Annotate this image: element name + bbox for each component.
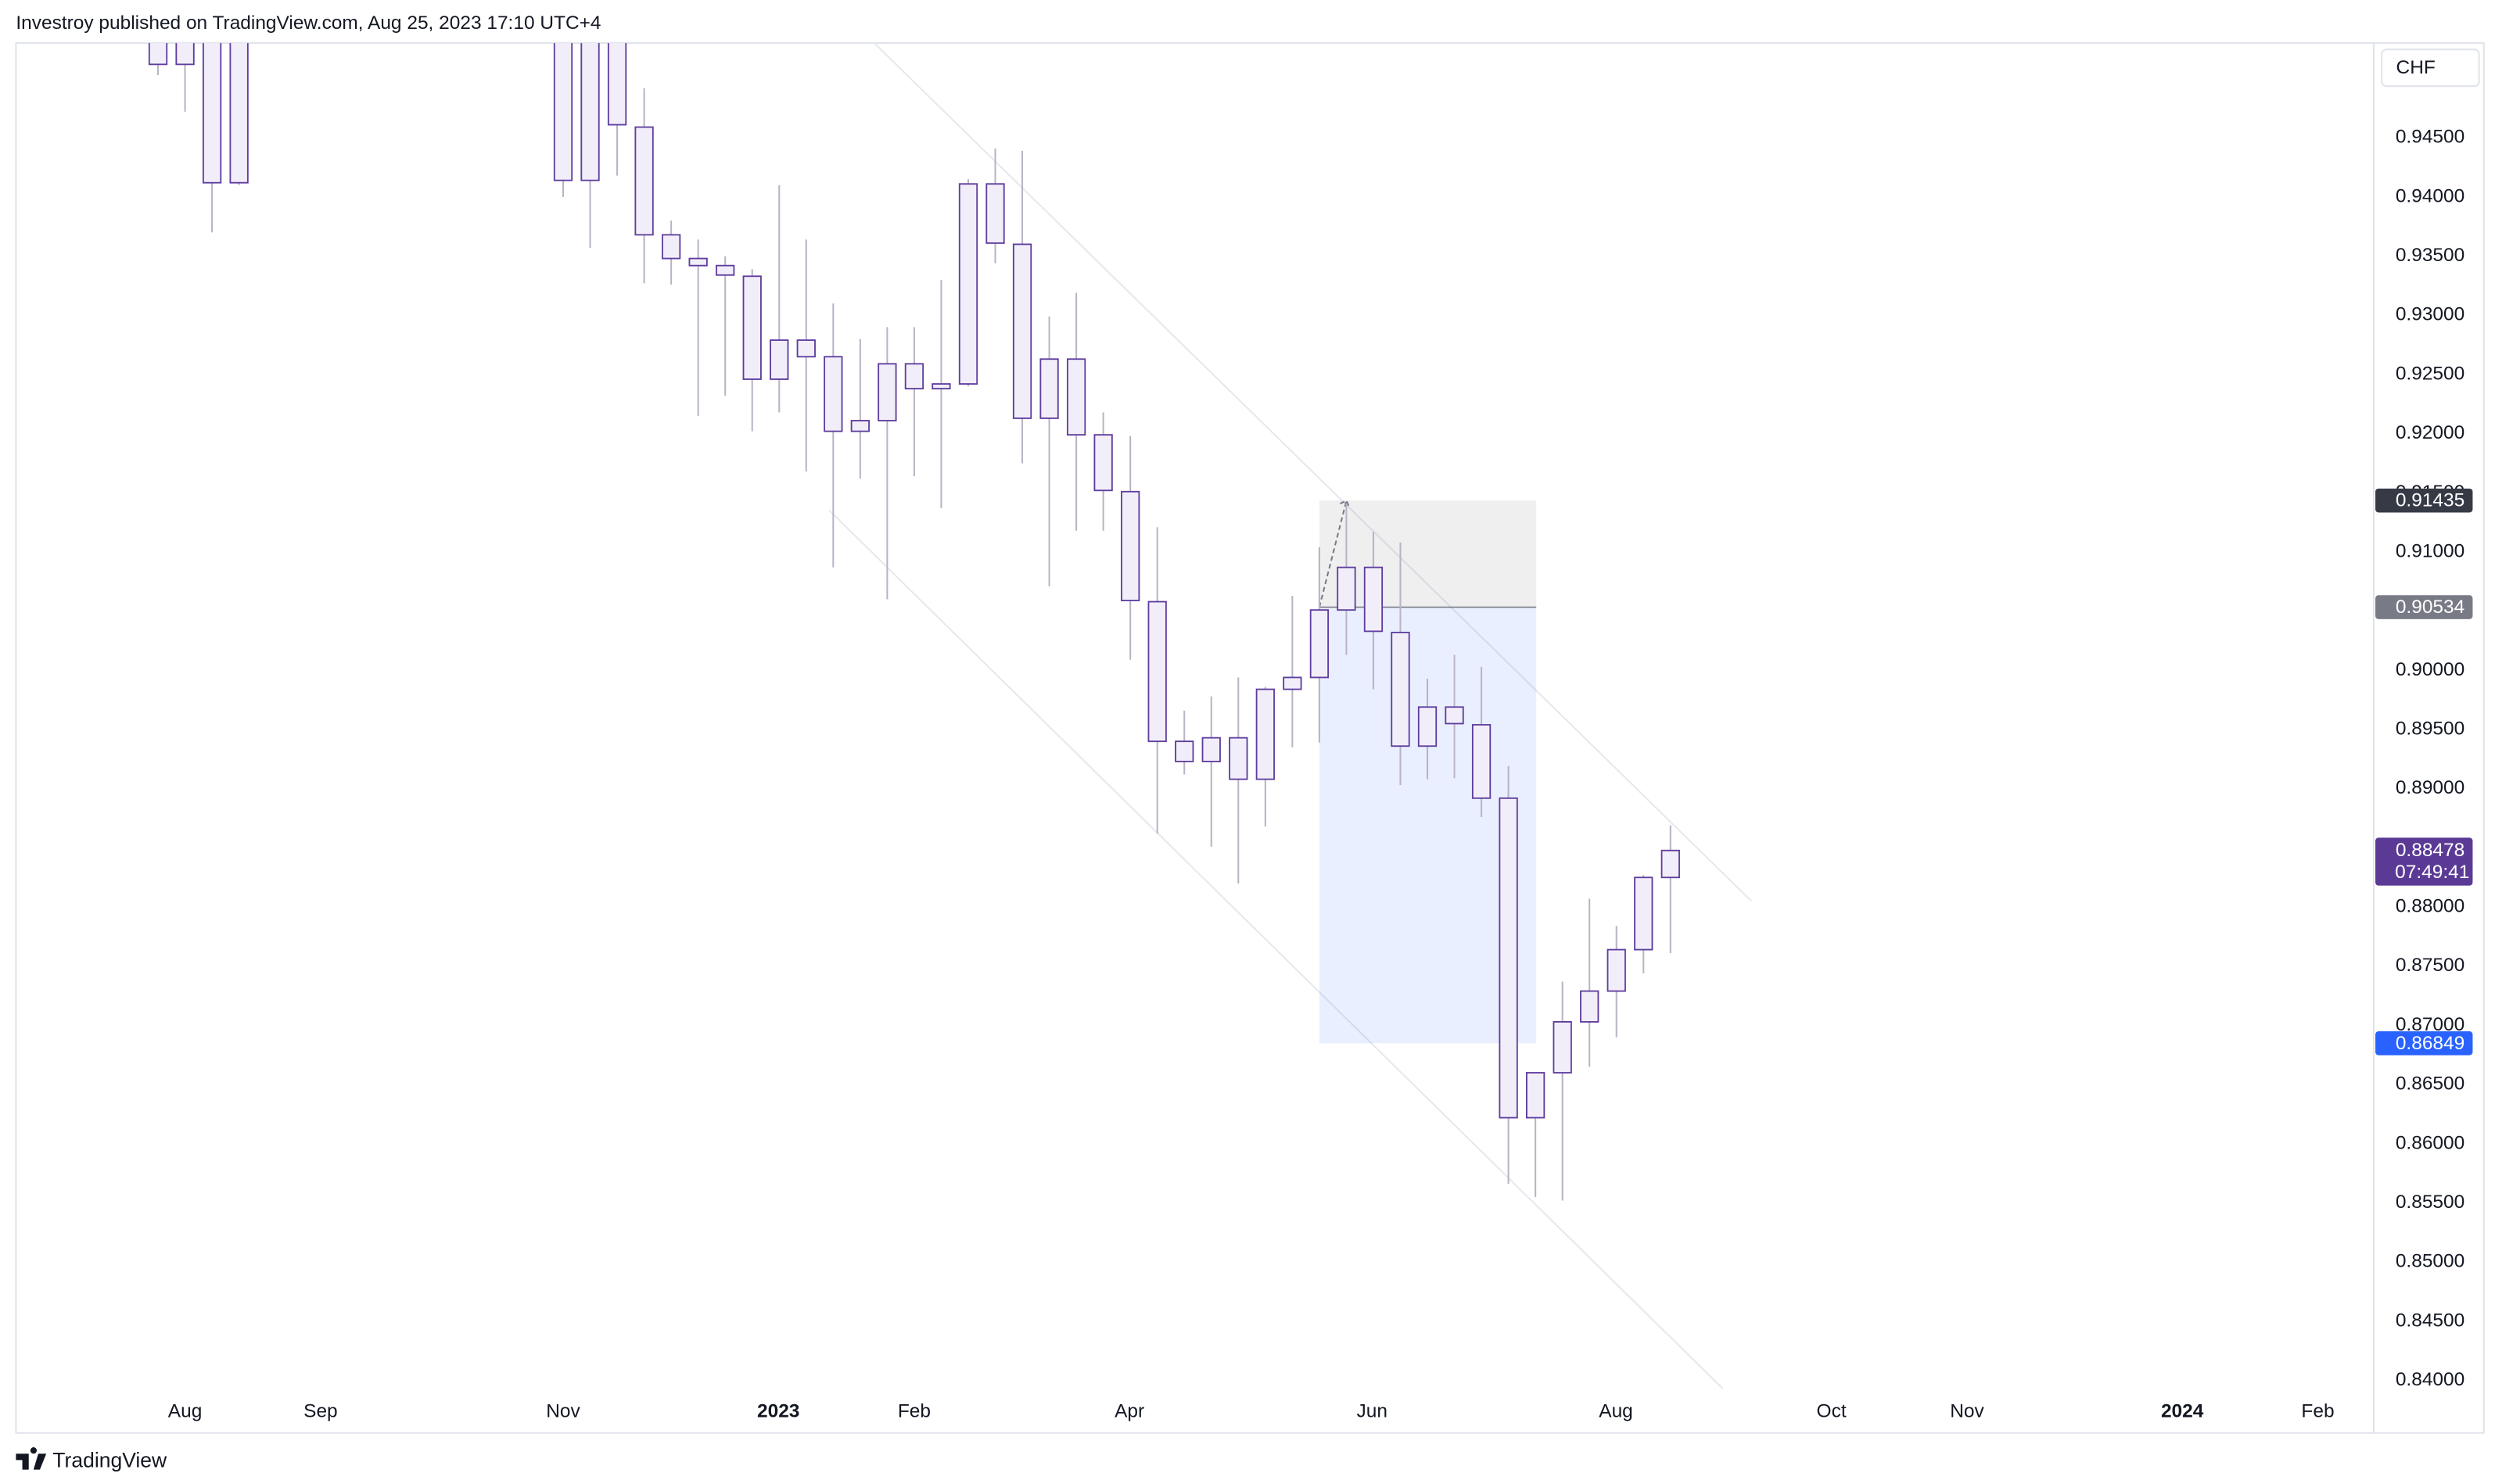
candle-body (1337, 566, 1356, 611)
candle-body (229, 43, 249, 184)
candle-body (742, 275, 762, 380)
candle-body (1309, 609, 1330, 679)
x-tick-label: Nov (546, 1401, 580, 1422)
currency-label[interactable]: CHF (2396, 57, 2436, 78)
candle-body (1553, 1020, 1572, 1074)
footer-brand: TradingView (52, 1448, 167, 1471)
candle-body (1147, 600, 1167, 743)
y-tick-label: 0.84500 (2396, 1310, 2464, 1331)
position-arrow (1318, 499, 1351, 608)
y-tick-label: 0.90000 (2396, 659, 2464, 680)
candle-body (1093, 434, 1113, 492)
candle-body (1012, 243, 1032, 419)
candle-body (607, 43, 627, 126)
candle-body (1175, 740, 1194, 762)
y-tick-label: 0.94500 (2396, 127, 2464, 148)
y-tick-label: 0.92500 (2396, 363, 2464, 384)
x-tick-label: 2023 (757, 1401, 799, 1422)
last-price-tag (2375, 837, 2473, 886)
candle-body (904, 363, 924, 390)
candle-body (580, 43, 600, 181)
stop-price-tag (2375, 488, 2473, 513)
candle-body (1201, 737, 1221, 762)
y-tick-label: 0.88000 (2396, 896, 2464, 917)
candle-body (1121, 490, 1140, 601)
candle-body (716, 264, 735, 276)
candle-body (1471, 724, 1492, 799)
y-tick-label: 0.86500 (2396, 1074, 2464, 1095)
candle-body (202, 43, 222, 184)
candle-body (796, 339, 816, 358)
candle-body (850, 420, 870, 432)
y-tick-label: 0.84000 (2396, 1369, 2464, 1390)
x-tick-label: Aug (168, 1401, 203, 1422)
candle-body (1283, 676, 1302, 690)
chart-frame (15, 42, 2485, 1434)
target-price-label: 0.86849 (2396, 1033, 2464, 1054)
y-tick-label: 0.86000 (2396, 1132, 2464, 1153)
y-tick-label: 0.87500 (2396, 955, 2464, 976)
y-tick-label: 0.94000 (2396, 185, 2464, 206)
candle-body (1606, 948, 1626, 992)
entry-price-tag (2375, 595, 2473, 619)
candle-body (932, 383, 951, 390)
stop-price-label: 0.91435 (2396, 490, 2464, 511)
candle-body (553, 43, 573, 181)
candle-body (1580, 990, 1599, 1023)
candle-body (1255, 688, 1275, 780)
entry-price-label: 0.90534 (2396, 597, 2464, 618)
channel-line (874, 43, 1753, 902)
candle-body (1039, 358, 1059, 419)
candle-body (985, 183, 1005, 244)
header-text: Investroy published on TradingView.com, … (16, 13, 601, 34)
x-tick-label: Sep (303, 1401, 338, 1422)
currency-box[interactable] (2381, 48, 2480, 88)
candle-body (1499, 797, 1518, 1119)
channel-line (828, 510, 1724, 1389)
y-tick-label: 0.85000 (2396, 1251, 2464, 1272)
candle-body (1634, 876, 1653, 951)
y-tick-label: 0.85500 (2396, 1192, 2464, 1213)
candle-body (1525, 1072, 1545, 1119)
tv-logo (16, 1447, 47, 1470)
target-price-tag (2375, 1031, 2473, 1056)
x-tick-label: Jun (1356, 1401, 1387, 1422)
x-tick-label: Aug (1599, 1401, 1633, 1422)
y-tick-label: 0.93500 (2396, 245, 2464, 266)
y-tick-label: 0.92000 (2396, 422, 2464, 443)
candle-body (958, 183, 978, 385)
candle-body (1445, 706, 1464, 725)
x-tick-label: Nov (1950, 1401, 1984, 1422)
candle-body (1229, 737, 1248, 780)
y-tick-label: 0.89500 (2396, 719, 2464, 740)
plot-area (148, 43, 1753, 1389)
candle-body (148, 43, 168, 66)
x-tick-label: Feb (898, 1401, 931, 1422)
x-tick-label: 2024 (2161, 1401, 2204, 1422)
bar-countdown: 07:49:41 (2395, 862, 2469, 883)
candle-body (175, 43, 195, 66)
candle-body (1066, 358, 1086, 436)
y-tick-label: 0.91000 (2396, 540, 2464, 561)
x-tick-label: Feb (2301, 1401, 2334, 1422)
candle-body (770, 339, 789, 380)
candle-body (661, 234, 681, 260)
candle-body (878, 363, 897, 421)
last-price-label: 0.88478 (2396, 840, 2464, 861)
candle-body (824, 356, 843, 432)
x-tick-label: Oct (1817, 1401, 1847, 1422)
x-tick-label: Apr (1115, 1401, 1144, 1422)
y-tick-label: 0.93000 (2396, 304, 2464, 325)
y-tick-label: 0.89000 (2396, 777, 2464, 798)
candle-body (1363, 566, 1384, 633)
candle-body (1417, 706, 1438, 747)
candle-body (1391, 631, 1410, 747)
axes: 0.84000 0.84500 0.85000 0.85500 0.86000 0.865… (168, 127, 2473, 1422)
candle-body (688, 257, 708, 267)
candle-body (1660, 849, 1680, 879)
candle-body (634, 126, 654, 236)
